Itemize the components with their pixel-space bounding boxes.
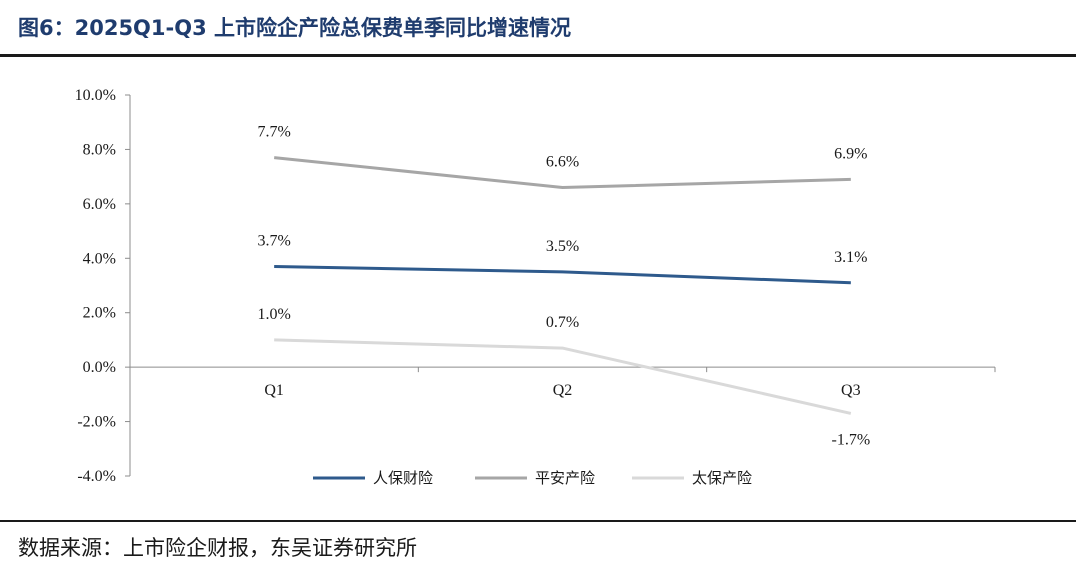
data-label: 6.6% — [546, 154, 579, 171]
data-label: 0.7% — [546, 314, 579, 331]
x-tick-label: Q1 — [264, 382, 284, 399]
y-tick-label: -2.0% — [77, 414, 116, 431]
data-label: 1.0% — [258, 306, 291, 323]
chart-legend: 人保财险 平安产险 太保产险 — [313, 469, 752, 487]
y-tick-label: 8.0% — [83, 141, 116, 158]
y-tick-label: 10.0% — [75, 87, 116, 104]
data-label: 3.5% — [546, 238, 579, 255]
data-label: 3.1% — [834, 249, 867, 266]
x-axis: Q1 Q2 Q3 — [129, 366, 996, 399]
data-labels: 3.7% 3.5% 3.1% 7.7% 6.6% 6.9% 1.0% 0.7% -1.7% — [258, 124, 871, 449]
data-label: -1.7% — [832, 431, 871, 448]
source-note: 数据来源：上市险企财报，东吴证券研究所 — [18, 536, 417, 560]
series-line — [274, 156, 851, 190]
data-label: 7.7% — [258, 124, 291, 141]
y-tick-label: 4.0% — [83, 250, 116, 267]
legend-label: 人保财险 — [373, 469, 433, 487]
x-tick-label: Q3 — [841, 382, 861, 399]
legend-label: 平安产险 — [535, 469, 595, 487]
x-tick-label: Q2 — [553, 382, 573, 399]
data-label: 3.7% — [258, 232, 291, 249]
top-rule — [0, 54, 1076, 57]
series-line — [274, 338, 852, 415]
y-tick-label: 2.0% — [83, 305, 116, 322]
figure-title: 图6：2025Q1-Q3 上市险企产险总保费单季同比增速情况 — [18, 16, 572, 40]
legend-label: 太保产险 — [692, 469, 752, 487]
y-tick-label: 6.0% — [83, 196, 116, 213]
y-tick-label: -4.0% — [77, 468, 116, 485]
bottom-rule — [0, 520, 1076, 522]
series-lines — [274, 156, 852, 415]
y-tick-label: 0.0% — [83, 359, 116, 376]
data-label: 6.9% — [834, 145, 867, 162]
series-line — [274, 264, 851, 285]
y-axis: 10.0% 8.0% 6.0% 4.0% 2.0% 0.0% -2.0% -4.0% — [75, 87, 131, 485]
